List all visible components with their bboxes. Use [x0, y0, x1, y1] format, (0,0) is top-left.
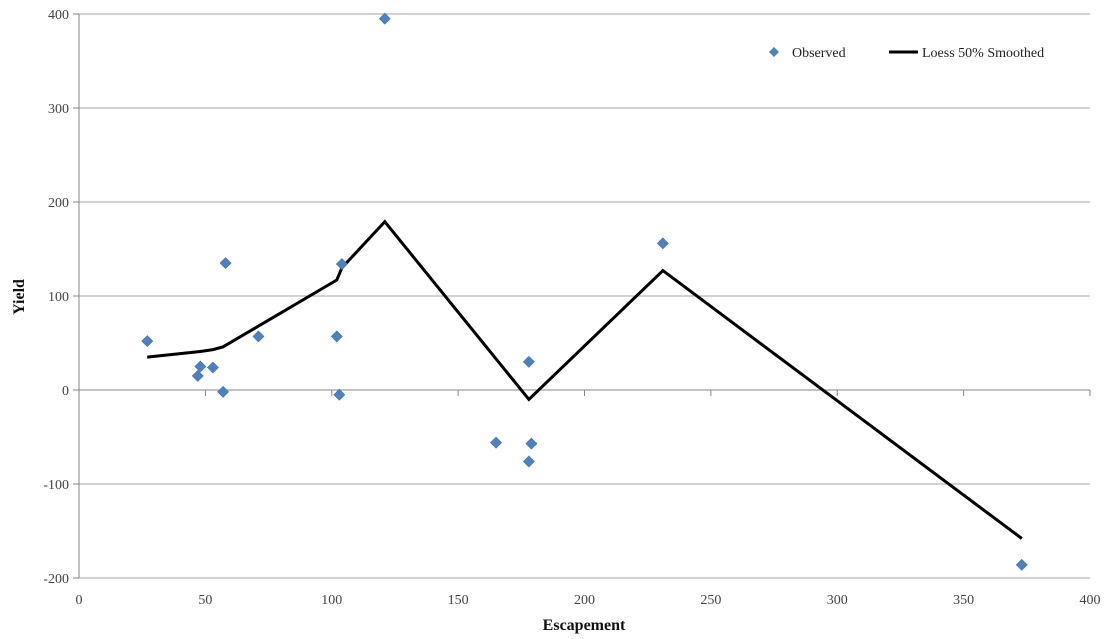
x-tick-label: 100 [321, 593, 342, 608]
legend-smoothed-label: Loess 50% Smoothed [922, 46, 1044, 61]
observed-series [141, 12, 1028, 571]
x-tick-label: 150 [448, 593, 469, 608]
x-tick-label: 350 [953, 593, 974, 608]
y-tick-label: 200 [48, 196, 69, 211]
observed-point [252, 330, 265, 343]
x-tick-label: 200 [574, 593, 595, 608]
legend-observed-marker [769, 47, 779, 57]
observed-point [656, 237, 669, 250]
observed-point [330, 330, 343, 343]
axes [73, 13, 1091, 579]
x-axis-title: Escapement [543, 617, 626, 634]
observed-point [207, 361, 219, 374]
observed-point [217, 385, 229, 398]
observed-point [522, 455, 535, 468]
observed-point [378, 12, 391, 25]
observed-point [333, 388, 346, 401]
smoothed-line [147, 219, 1023, 540]
x-tick-label: 300 [827, 593, 848, 608]
observed-point [194, 360, 207, 373]
y-axis-title: Yield [11, 279, 28, 315]
observed-point [141, 335, 154, 348]
y-tick-label: 100 [48, 290, 69, 305]
y-tick-label: 400 [48, 8, 69, 23]
observed-point [525, 437, 538, 450]
x-tick-label: 50 [198, 593, 212, 608]
y-tick-label: -100 [43, 478, 69, 493]
tick-labels: -200 -100 0 100 200 300 400 0 50 100 150 200 250 300 3… [43, 8, 1100, 608]
observed-point [191, 369, 204, 382]
observed-point [522, 355, 535, 368]
y-tick-label: 0 [62, 384, 69, 399]
observed-point [219, 257, 232, 270]
x-tick-label: 0 [76, 593, 83, 608]
observed-point [1015, 558, 1028, 571]
observed-point [490, 436, 502, 449]
smoothed-series [147, 219, 1023, 540]
observed-point [335, 258, 348, 270]
legend-observed-label: Observed [792, 46, 846, 61]
legend: Observed Loess 50% Smoothed [769, 46, 1044, 61]
y-tick-label: 300 [48, 102, 69, 117]
x-tick-label: 250 [700, 593, 721, 608]
y-tick-label: -200 [43, 572, 69, 587]
x-tick-label: 400 [1080, 593, 1101, 608]
grid-lines [79, 13, 1090, 579]
